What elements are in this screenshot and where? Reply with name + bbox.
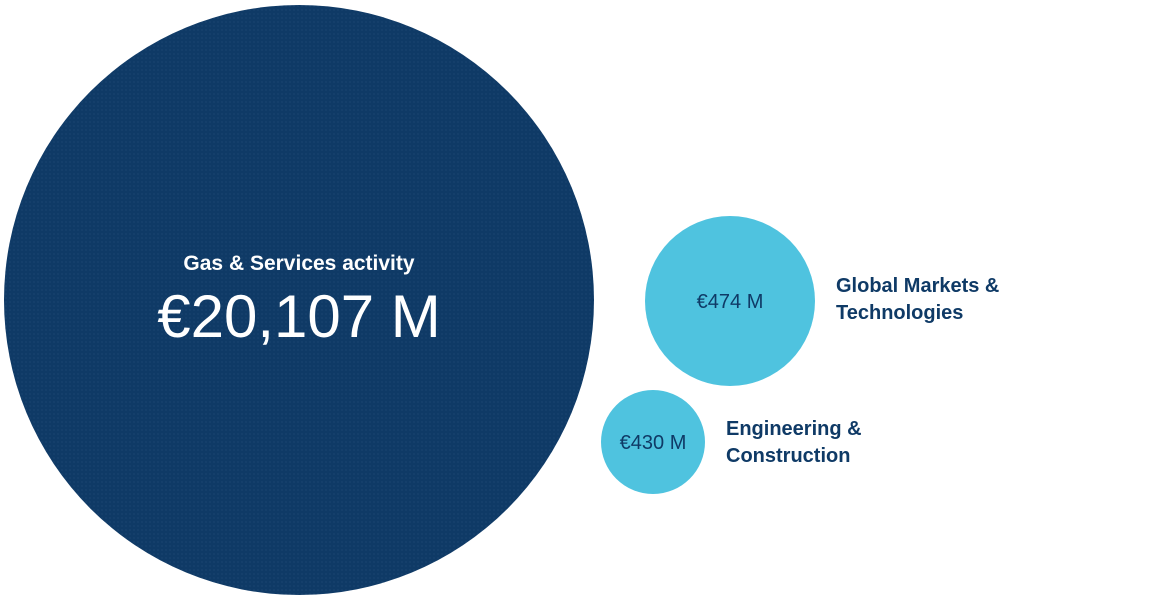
- bubble-gas-services: [4, 5, 594, 595]
- bubble-global-markets-value: €474 M: [697, 291, 764, 313]
- bubble-global-markets-label-line-1: Global Markets &: [836, 275, 1000, 297]
- bubble-global-markets-label: Global Markets & Technologies: [836, 273, 999, 327]
- bubble-global-markets-label-line-2: Technologies: [836, 302, 964, 324]
- bubble-engineering-value: €430 M: [620, 432, 687, 454]
- bubble-global-markets: [645, 216, 815, 386]
- bubble-engineering-label-line-2: Construction: [726, 445, 851, 467]
- bubble-gas-services-name: Gas & Services activity: [183, 252, 414, 275]
- bubble-engineering: [601, 390, 705, 494]
- bubble-gas-services-value: €20,107 M: [157, 283, 441, 350]
- bubble-engineering-label: Engineering & Construction: [726, 416, 862, 470]
- bubble-engineering-label-line-1: Engineering &: [726, 418, 862, 440]
